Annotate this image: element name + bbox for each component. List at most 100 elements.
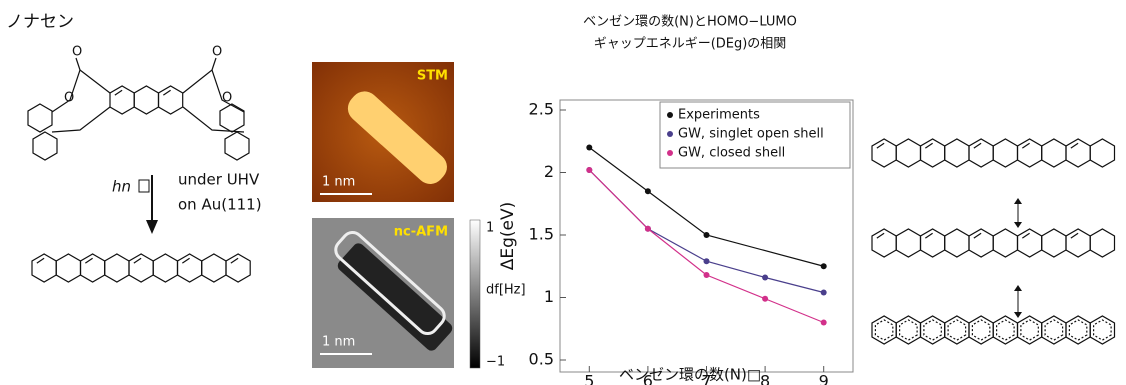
ring-deloc	[875, 320, 892, 340]
nonacene-structure	[32, 254, 250, 282]
colorbar-max: 1	[486, 221, 494, 236]
double-bond	[1071, 143, 1078, 148]
double-bond	[974, 143, 981, 148]
co	[76, 58, 80, 70]
condition: on Au(111)	[178, 196, 262, 214]
precursor-structure: O O O O	[28, 45, 249, 161]
bridge	[183, 107, 244, 132]
y-tick-label: 1	[544, 287, 554, 306]
figure: ノナセン O O O O hn under UHV on Au(111) STM 1 …	[0, 0, 1126, 385]
scale-label: 1 nm	[322, 335, 355, 350]
ring-deloc	[900, 320, 917, 340]
data-point	[645, 188, 651, 194]
ring	[993, 139, 1017, 167]
ring	[896, 139, 920, 167]
ring	[105, 254, 129, 282]
y-axis-label: ΔEg(eV)	[498, 202, 518, 271]
data-point	[586, 167, 592, 173]
legend-label: GW, singlet open shell	[678, 127, 824, 142]
ring	[896, 229, 920, 257]
molecule-name: ノナセン	[6, 12, 74, 32]
x-tick-label: 8	[760, 372, 770, 385]
arrow-head	[146, 220, 158, 234]
chart-title: ギャップエネルギー(DEg)の相関	[594, 37, 787, 52]
x-tick-label: 5	[584, 372, 594, 385]
atom-label: O	[212, 45, 222, 60]
ring-deloc	[1069, 320, 1086, 340]
colorbar-min: −1	[486, 355, 505, 370]
ring-deloc	[924, 320, 941, 340]
chart-title: ベンゼン環の数(N)とHOMO−LUMO	[583, 15, 797, 30]
legend-label: Experiments	[678, 108, 760, 123]
resonance-structures	[872, 139, 1115, 344]
atom-label: O	[64, 91, 74, 106]
y-tick-label: 2	[544, 162, 554, 181]
x-axis-label: ベンゼン環の数(N)□	[619, 366, 761, 384]
double-bond	[182, 258, 189, 263]
hv-label: hn	[112, 178, 131, 196]
afm-label: nc-AFM	[394, 225, 448, 240]
box-glyph	[139, 180, 149, 192]
colorbar	[470, 220, 480, 368]
ring-deloc	[948, 320, 965, 340]
double-bond	[163, 90, 170, 95]
x-tick-label: 6	[643, 372, 653, 385]
data-point	[586, 145, 592, 151]
data-point	[762, 275, 768, 281]
ring	[56, 254, 80, 282]
colorbar-unit: df[Hz]	[486, 283, 526, 298]
data-point	[821, 320, 827, 326]
bridge	[52, 107, 110, 132]
ring-deloc	[972, 320, 989, 340]
data-point	[645, 226, 651, 232]
arrow-head	[1014, 222, 1022, 228]
double-bond	[115, 90, 122, 95]
atom-label: O	[222, 91, 232, 106]
data-point	[704, 258, 710, 264]
double-bond	[37, 258, 44, 263]
double-bond	[134, 258, 141, 263]
ring	[1090, 139, 1114, 167]
data-point	[821, 290, 827, 296]
arrow-head	[1014, 285, 1022, 291]
double-bond	[877, 143, 884, 148]
ring	[1042, 229, 1066, 257]
atom-label: O	[72, 45, 82, 60]
ring	[945, 229, 969, 257]
series-line	[589, 170, 823, 323]
legend-marker	[667, 150, 673, 156]
ring	[202, 254, 226, 282]
double-bond	[231, 258, 238, 263]
ring	[33, 132, 57, 160]
ring	[153, 254, 177, 282]
data-point	[704, 232, 710, 238]
x-tick-label: 7	[701, 372, 711, 385]
arrow-head	[1014, 198, 1022, 204]
condition: under UHV	[178, 171, 260, 189]
stm-label: STM	[417, 69, 448, 84]
double-bond	[974, 233, 981, 238]
double-bond	[1022, 143, 1029, 148]
ring	[1090, 229, 1114, 257]
y-tick-label: 2.5	[529, 100, 554, 119]
double-bond	[877, 233, 884, 238]
ring	[1042, 139, 1066, 167]
double-bond	[925, 233, 932, 238]
y-tick-label: 1.5	[529, 225, 554, 244]
y-tick-label: 0.5	[529, 350, 554, 369]
legend-marker	[667, 131, 673, 137]
ring	[28, 104, 52, 132]
double-bond	[1022, 233, 1029, 238]
data-point	[762, 296, 768, 302]
ring-deloc	[1045, 320, 1062, 340]
double-bond	[1071, 233, 1078, 238]
ring	[134, 86, 158, 114]
double-bond	[925, 143, 932, 148]
legend-label: GW, closed shell	[678, 146, 785, 161]
bridge	[52, 70, 110, 112]
x-tick-label: 9	[819, 372, 829, 385]
ring-deloc	[1021, 320, 1038, 340]
legend-marker	[667, 112, 673, 118]
data-point	[704, 272, 710, 278]
ring	[225, 132, 249, 160]
